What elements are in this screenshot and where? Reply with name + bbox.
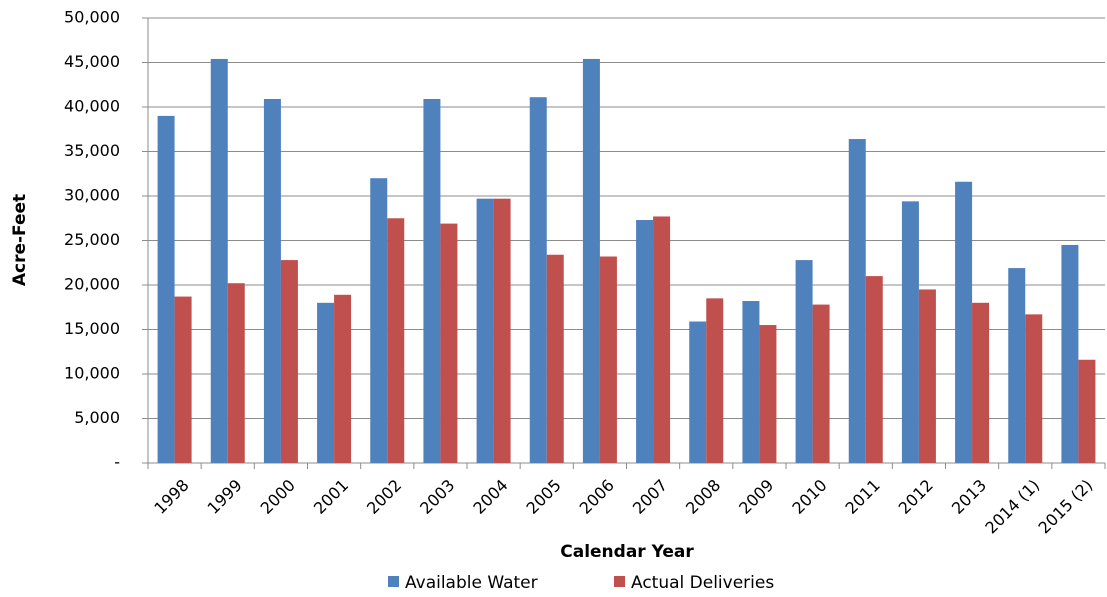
x-tick-label: 2001 [310,476,352,518]
x-tick-label: 2004 [469,476,511,518]
bar [1025,314,1043,463]
y-tick-label: 50,000 [64,8,120,27]
bar [848,139,866,464]
bar [599,256,617,463]
bar [742,301,760,463]
legend-swatch [388,576,399,587]
bar [317,302,335,463]
bar [1061,244,1079,463]
bar [795,260,813,463]
bar [440,223,458,463]
bar [476,198,494,464]
bar [653,216,671,463]
bar [636,220,654,463]
bar [263,98,281,464]
x-tick-label: 2012 [895,476,937,518]
y-tick-label: 30,000 [64,186,120,205]
legend-swatch [614,576,625,587]
y-tick-label: 25,000 [64,230,120,249]
x-tick-label: 2008 [682,476,724,518]
bar [529,97,547,464]
y-tick-label: 35,000 [64,141,120,160]
bar [955,181,973,463]
bar [706,298,724,463]
y-axis-title: Acre-Feet [10,194,30,286]
x-tick-label: 2011 [842,476,884,518]
x-axis-title: Calendar Year [560,542,694,562]
x-tick-label: 1999 [204,476,246,518]
y-tick-label: 15,000 [64,319,120,338]
legend-label: Actual Deliveries [631,573,774,593]
bar [546,254,564,463]
y-tick-label: 5,000 [74,408,120,427]
bar [1078,359,1096,463]
bar [582,58,600,463]
x-tick-label: 1998 [150,476,192,518]
x-tick-label: 2000 [257,476,299,518]
bar [334,294,352,463]
bar [812,304,830,463]
bar [901,201,919,463]
x-tick-label: 2003 [416,476,458,518]
x-tick-label: 2007 [629,476,671,518]
bar [227,283,245,463]
y-tick-label: 10,000 [64,364,120,383]
y-tick-label: 40,000 [64,97,120,116]
x-tick-label: 2005 [523,476,565,518]
legend-label: Available Water [405,573,538,593]
x-tick-label: 2013 [948,476,990,518]
bar [370,178,388,463]
x-tick-label: 2002 [363,476,405,518]
y-tick-label: 20,000 [64,275,120,294]
bar [280,260,298,463]
x-tick-label: 2009 [735,476,777,518]
bar [210,58,228,463]
x-tick-label: 2014 (1) [981,476,1043,538]
y-tick-label: 45,000 [64,52,120,71]
bar [493,198,511,464]
bar [174,296,192,463]
bar [157,115,175,464]
bar [1008,268,1026,463]
bar [689,321,707,463]
x-tick-label: 2006 [576,476,618,518]
x-tick-label: 2015 (2) [1035,476,1097,538]
bar [387,218,405,463]
bar [423,98,441,464]
x-tick-label: 2010 [788,476,830,518]
bar [759,325,777,463]
bar [918,289,936,463]
y-tick-label: - [114,453,120,472]
bar [972,302,990,463]
bar [865,276,883,463]
